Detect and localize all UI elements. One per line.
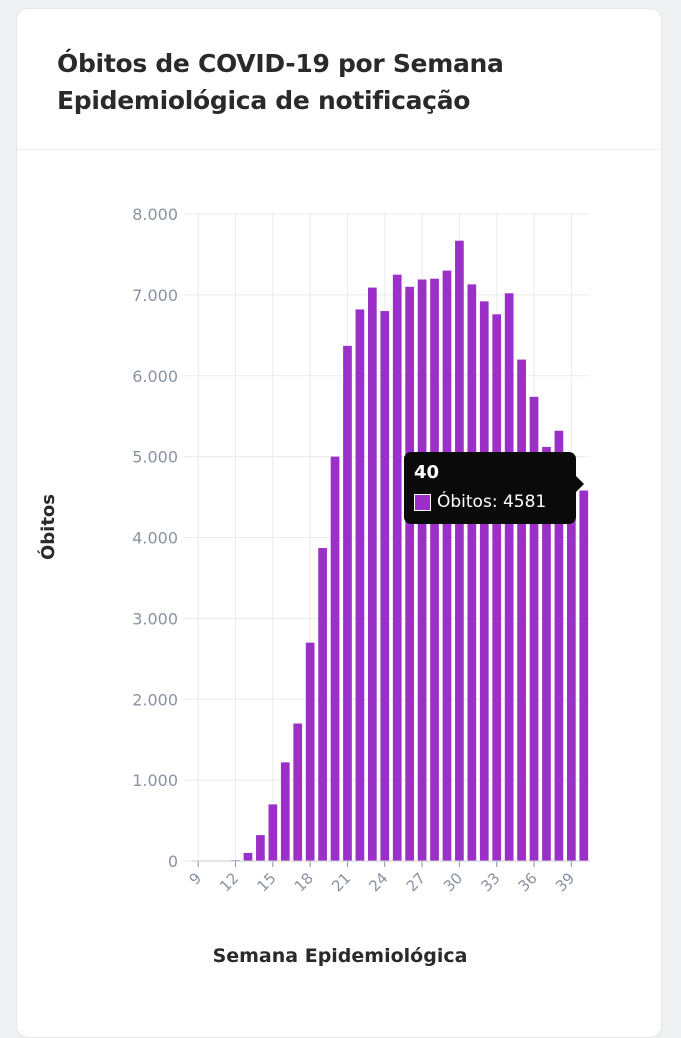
bar (318, 548, 327, 861)
y-tick-label: 3.000 (132, 609, 178, 628)
bar (430, 278, 439, 861)
bar (268, 804, 278, 861)
bar (566, 464, 576, 861)
bar (355, 309, 365, 861)
card-header: Óbitos de COVID-19 por Semana Epidemioló… (17, 9, 661, 150)
x-tick-label: 30 (440, 869, 466, 895)
bar (343, 345, 352, 861)
bar (467, 284, 477, 862)
x-tick-label: 24 (365, 869, 391, 895)
chart-title: Óbitos de COVID-19 por Semana Epidemioló… (57, 49, 504, 115)
y-tick-label: 4.000 (132, 529, 178, 548)
bar (529, 396, 539, 861)
bar (243, 852, 253, 861)
bar (305, 642, 315, 861)
y-tick-label: 2.000 (132, 690, 178, 709)
x-tick-label: 21 (328, 869, 354, 895)
bar (517, 359, 526, 861)
bar (442, 270, 452, 861)
bar (256, 835, 265, 861)
chart-tooltip: 40 Óbitos: 4581 (404, 452, 584, 524)
bar (293, 723, 303, 861)
x-tick-label: 18 (291, 869, 317, 895)
y-tick-label: 6.000 (132, 367, 178, 386)
tooltip-label: Óbitos: 4581 (437, 492, 547, 512)
tooltip-row: Óbitos: 4581 (414, 492, 566, 512)
y-tick-label: 5.000 (132, 448, 178, 467)
bar (554, 430, 564, 861)
bar (367, 287, 377, 861)
x-tick-label: 36 (515, 869, 541, 895)
x-axis-label: Semana Epidemiológica (213, 945, 468, 967)
bar (542, 446, 551, 861)
x-tick-label: 39 (552, 869, 578, 895)
bar (479, 301, 489, 862)
bar (492, 314, 502, 861)
y-axis-label: Óbitos (37, 494, 59, 560)
x-tick-label: 33 (477, 869, 503, 895)
y-tick-label: 8.000 (132, 205, 178, 224)
bar (417, 279, 427, 861)
bar (455, 240, 464, 862)
bar (380, 311, 390, 861)
bar (392, 274, 402, 861)
y-tick-label: 0 (168, 852, 178, 871)
x-tick-label: 15 (253, 869, 279, 895)
x-tick-label: 27 (403, 869, 429, 895)
tooltip-title: 40 (414, 462, 440, 483)
y-tick-label: 1.000 (132, 771, 178, 790)
bar (405, 286, 415, 862)
bar (330, 456, 340, 861)
bar (280, 762, 290, 861)
y-tick-label: 7.000 (132, 286, 178, 305)
bar (579, 490, 589, 861)
tooltip-swatch (414, 493, 431, 511)
bar (504, 293, 514, 861)
x-tick-label: 12 (216, 869, 242, 895)
x-tick-label: 9 (186, 869, 205, 888)
